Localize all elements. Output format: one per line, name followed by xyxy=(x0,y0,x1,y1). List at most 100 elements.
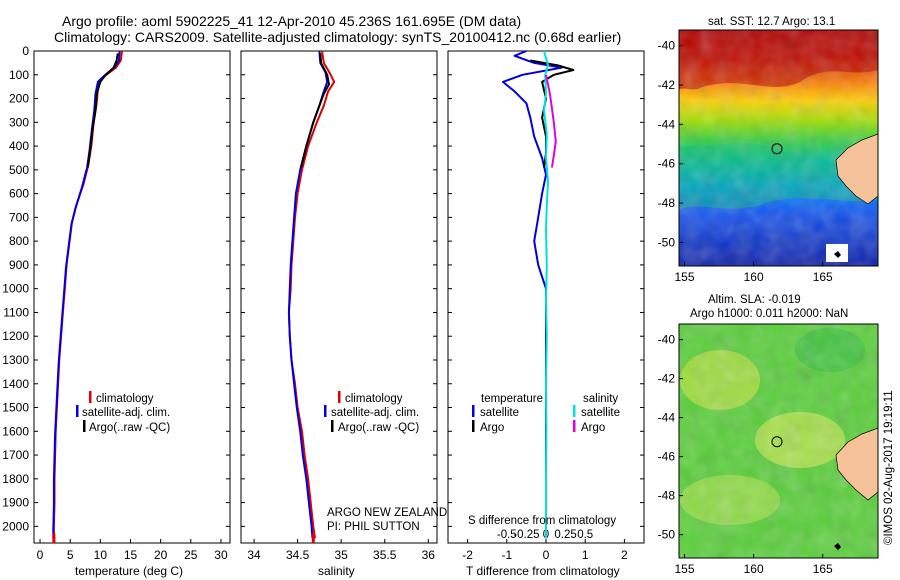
legend-argo-swatch xyxy=(331,420,334,432)
depth-tick-label: 1600 xyxy=(2,424,29,438)
lon-tick-label: 155 xyxy=(675,270,695,284)
depth-tick-label: 1300 xyxy=(2,353,29,367)
sst-map-frame xyxy=(678,29,879,267)
depth-tick-label: 600 xyxy=(9,187,29,201)
lat-tick-label: -44 xyxy=(658,411,676,425)
sst-map-title: sat. SST: 12.7 Argo: 13.1 xyxy=(708,16,835,28)
lat-tick-label: -42 xyxy=(658,78,676,92)
lon-tick-label: 160 xyxy=(744,562,764,576)
imos-credit: ©IMOS 02-Aug-2017 19:19:11 xyxy=(883,390,895,545)
salinity-series-argo-raw-qc--line xyxy=(300,53,330,168)
argo-program-annotation: ARGO NEW ZEALAND xyxy=(327,507,447,519)
salinity-xtick-label: 35.5 xyxy=(373,548,397,562)
legend-satellite-swatch xyxy=(324,405,327,417)
legend-argo-swatch xyxy=(83,420,86,432)
t-difference-axis-label: T difference from climatology xyxy=(466,564,620,578)
depth-tick-label: 1200 xyxy=(2,329,29,343)
legend-argo-label: Argo(..raw -QC) xyxy=(338,422,419,434)
new-zealand-land xyxy=(835,427,878,501)
legend-t-satellite-swatch xyxy=(472,405,475,417)
legend-t-argo-swatch xyxy=(472,420,475,432)
difference-xtick-label: -2 xyxy=(462,548,473,562)
lat-tick-label: -48 xyxy=(658,489,676,503)
depth-axis: 0 100 200 300 400 500 600 700 800 900 1000 1100 1200… xyxy=(2,44,644,533)
salinity-bottom-marker xyxy=(311,533,315,543)
argo-location-marker xyxy=(771,436,783,448)
depth-tick-label: 200 xyxy=(9,92,29,106)
new-zealand-land xyxy=(835,133,878,205)
legend-satellite-label: satellite-adj. clim. xyxy=(331,407,419,419)
lat-tick-label: -48 xyxy=(658,196,676,210)
temperature-legend: climatology satellite-adj. clim. Argo(..… xyxy=(76,391,170,434)
sst-texture xyxy=(679,30,878,266)
sst-map-axes: -40 -42 -44 -46 -48 -50 155 160 165 xyxy=(658,39,833,284)
s-difference-axis-label: S difference from climatology xyxy=(468,515,616,527)
difference-xtick-label: 0 xyxy=(543,548,550,562)
temperature-axis-label: temperature (deg C) xyxy=(75,564,183,578)
depth-tick-label: 2000 xyxy=(2,519,29,533)
lon-tick-label: 155 xyxy=(675,562,695,576)
island xyxy=(834,543,841,550)
difference-xtick-label: 1 xyxy=(582,548,589,562)
difference-xtick-label: 2 xyxy=(621,548,628,562)
lon-tick-label: 165 xyxy=(813,562,833,576)
temperature-panel xyxy=(33,50,231,544)
legend-satellite-label: satellite-adj. clim. xyxy=(82,407,170,419)
depth-tick-label: 1800 xyxy=(2,472,29,486)
salinity-axis-label: salinity xyxy=(318,564,355,578)
sla-map xyxy=(679,324,878,558)
depth-tick-label: 1500 xyxy=(2,401,29,415)
island xyxy=(834,251,841,258)
depth-tick-label: 800 xyxy=(9,234,29,248)
salinity-xtick-label: 34.5 xyxy=(286,548,310,562)
pi-annotation: PI: PHIL SUTTON xyxy=(327,521,420,533)
lat-tick-label: -44 xyxy=(658,117,676,131)
depth-tick-label: 0 xyxy=(22,44,29,58)
salinity-series-climatology-line xyxy=(287,50,336,539)
depth-tick-label: 300 xyxy=(9,115,29,129)
lat-tick-label: -46 xyxy=(658,450,676,464)
difference-xtick-label: -1 xyxy=(501,548,512,562)
lon-tick-label: 160 xyxy=(744,270,764,284)
lat-tick-label: -40 xyxy=(658,333,676,347)
temperature-series-satellite-adj-clim--line xyxy=(52,50,121,539)
salinity-diff-tick-label: 0.5 xyxy=(577,529,593,541)
legend-s-argo-label: Argo xyxy=(581,422,605,434)
profile-plots: 0 5 10 15 20 25 30 34 34.5 35 35.5 36 -2 -1 0 1 2 -0.5-0.… xyxy=(37,50,628,562)
figure-title-line1: Argo profile: aoml 5902225_41 12-Apr-201… xyxy=(62,13,521,29)
temperature-xtick-label: 0 xyxy=(37,548,44,562)
legend-argo-label: Argo(..raw -QC) xyxy=(89,422,170,434)
depth-tick-label: 1000 xyxy=(2,282,29,296)
sla-map-frame xyxy=(678,323,879,559)
legend-climatology-label: climatology xyxy=(96,393,154,405)
salinity-xtick-label: 36 xyxy=(422,548,436,562)
difference-series-satellite-line xyxy=(501,50,563,539)
temperature-xtick-label: 10 xyxy=(94,548,108,562)
salinity-series-satellite-adj-clim--line xyxy=(287,50,329,539)
sla-map-subtitle: Argo h1000: 0.011 h2000: NaN xyxy=(690,308,848,320)
lat-tick-label: -50 xyxy=(658,528,676,542)
salinity-panel xyxy=(240,50,438,544)
depth-tick-label: 500 xyxy=(9,163,29,177)
lon-tick-label: 165 xyxy=(813,270,833,284)
legend-climatology-label: climatology xyxy=(345,393,403,405)
salinity-xtick-label: 35 xyxy=(334,548,348,562)
temperature-bottom-marker xyxy=(52,533,56,543)
figure-title-line2: Climatology: CARS2009. Satellite-adjuste… xyxy=(54,29,621,45)
legend-t-satellite-label: satellite xyxy=(480,407,519,419)
lat-tick-label: -40 xyxy=(658,39,676,53)
legend-salinity-title: salinity xyxy=(583,393,618,405)
salinity-diff-tick-label: -0.25 xyxy=(513,529,539,541)
argo-location-marker xyxy=(771,143,783,155)
depth-tick-label: 1100 xyxy=(3,305,29,319)
legend-t-argo-label: Argo xyxy=(480,422,504,434)
depth-tick-label: 900 xyxy=(9,258,29,272)
legend-s-satellite-swatch xyxy=(573,405,576,417)
legend-satellite-swatch xyxy=(76,405,79,417)
difference-series-satellite-line xyxy=(543,50,549,539)
temperature-xtick-label: 15 xyxy=(124,548,138,562)
legend-climatology-swatch xyxy=(338,391,341,403)
sla-map-axes: -40 -42 -44 -46 -48 -50 155 160 165 xyxy=(658,333,833,576)
